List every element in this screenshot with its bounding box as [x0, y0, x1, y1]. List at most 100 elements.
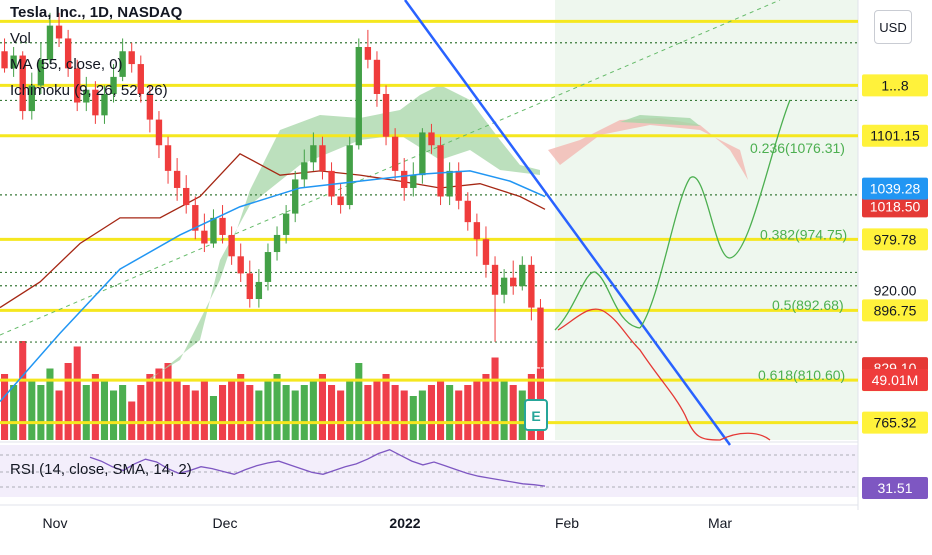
candle-body — [255, 281, 263, 300]
volume-tag — [862, 369, 928, 391]
price-scale-tag — [862, 195, 928, 218]
downtrend-line — [403, 0, 732, 446]
volume-bar — [273, 374, 281, 440]
candle-body — [237, 256, 244, 274]
candle-body — [437, 145, 444, 197]
volume-bar — [346, 379, 354, 440]
candle-body — [164, 145, 172, 171]
projection-green-long — [639, 99, 791, 329]
price-scale-label: 1...8 — [881, 77, 908, 93]
volume-bar — [318, 374, 326, 440]
candle-body — [382, 93, 390, 137]
x-tick-label: Mar — [708, 515, 732, 531]
volume-bar — [155, 368, 163, 440]
candle-body — [64, 38, 72, 69]
candle-body — [228, 234, 235, 257]
projection-green-short — [554, 271, 641, 331]
candle-body — [219, 217, 226, 235]
candle-body — [510, 277, 517, 287]
volume-bar — [37, 385, 45, 440]
candle-body — [28, 85, 35, 112]
ma55-line — [0, 170, 546, 403]
candle-body — [74, 68, 81, 103]
volume-bar — [209, 396, 217, 440]
candle-body — [500, 277, 508, 295]
price-scale-label: 1018.50 — [870, 198, 921, 214]
volume-bar — [91, 374, 99, 440]
volume-bar — [500, 379, 508, 440]
volume-bar — [100, 379, 108, 440]
x-tick-label: 2022 — [389, 515, 420, 531]
volume-bar — [264, 379, 272, 440]
volume-bar — [173, 379, 181, 440]
candle-body — [210, 217, 217, 244]
volume-bar — [400, 390, 408, 440]
candle-body — [146, 93, 154, 120]
candle-body — [410, 175, 417, 188]
volume-bar — [200, 379, 208, 440]
price-scale-label: 1101.15 — [870, 128, 920, 144]
fib-level-label: 0.382(974.75) — [760, 227, 847, 243]
candle-body — [519, 264, 526, 287]
volume-bar — [55, 390, 63, 440]
candle-body — [337, 196, 344, 206]
volume-bar — [110, 390, 118, 440]
candle-body — [528, 264, 535, 308]
price-scale-tag — [862, 177, 928, 200]
candle-body — [110, 76, 117, 94]
candle-body — [464, 200, 471, 223]
x-tick-label: Nov — [43, 515, 68, 531]
candle-body — [1, 51, 8, 69]
volume-bar — [164, 363, 172, 440]
candle-body — [282, 213, 290, 235]
volume-bar — [300, 385, 308, 440]
volume-bar — [1, 374, 9, 440]
candle-body — [391, 136, 399, 171]
price-scale-tag — [862, 299, 928, 322]
candle-body — [201, 230, 208, 244]
volume-bar — [146, 374, 154, 440]
rsi-panel-background — [0, 445, 858, 497]
volume-bar — [228, 379, 236, 440]
indicator-ichimoku-label[interactable]: Ichimoku (9, 26, 52, 26) — [10, 82, 168, 99]
x-tick-label: Dec — [213, 515, 238, 531]
forecast-shaded-zone — [555, 0, 858, 440]
price-scale-label: 1039.28 — [870, 181, 921, 197]
candle-body — [310, 145, 317, 163]
volume-bar — [237, 374, 245, 440]
volume-bar — [246, 385, 254, 440]
volume-bar — [355, 363, 363, 440]
candle-body — [119, 51, 126, 77]
candle-body — [355, 46, 362, 146]
volume-bar — [482, 374, 490, 440]
candle-body — [537, 307, 544, 368]
candle-body — [173, 170, 181, 188]
indicator-vol-label[interactable]: Vol — [10, 30, 31, 47]
volume-bar — [28, 379, 36, 440]
price-scale-label: 896.75 — [874, 302, 917, 318]
volume-bar — [518, 390, 526, 440]
candle-body — [46, 25, 54, 60]
uptrend-dashed-line — [0, 0, 781, 336]
price-scale-label: 979.78 — [874, 231, 917, 247]
price-scale-tag — [862, 74, 928, 97]
indicator-rsi-label[interactable]: RSI (14, close, SMA, 14, 2) — [10, 461, 192, 478]
volume-bar — [328, 385, 336, 440]
candle-body — [373, 59, 381, 94]
volume-bar — [182, 385, 190, 440]
volume-bar — [464, 385, 472, 440]
volume-bar — [291, 390, 299, 440]
volume-bar — [391, 385, 399, 440]
candle-body — [446, 170, 453, 197]
currency-button[interactable]: USD — [874, 10, 912, 44]
volume-bar — [382, 374, 390, 440]
volume-bar — [128, 401, 136, 440]
candle-body — [364, 46, 372, 60]
projection-red-path — [557, 308, 771, 441]
candle-body — [301, 162, 308, 180]
symbol-title: Tesla, Inc., 1D, NASDAQ — [10, 4, 183, 21]
candle-body — [37, 59, 45, 86]
indicator-ma-label[interactable]: MA (55, close, 0) — [10, 56, 123, 73]
